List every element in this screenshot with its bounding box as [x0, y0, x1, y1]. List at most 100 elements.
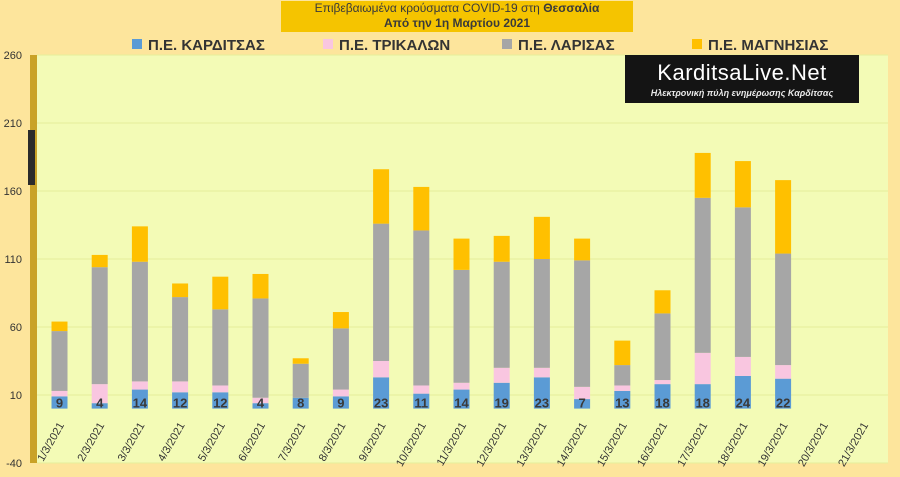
chart-subtitle: Από την 1η Μαρτίου 2021 [383, 16, 531, 30]
bar-segment [775, 378, 792, 409]
bar-segment [453, 238, 470, 270]
bar-segment [614, 385, 631, 391]
y-tick-label: 10 [10, 390, 22, 402]
data-label: 19 [494, 396, 508, 411]
data-label: 18 [655, 396, 669, 411]
chart-legend: Π.Ε. ΚΑΡΔΙΤΣΑΣ Π.Ε. ΤΡΙΚΑΛΩΝ Π.Ε. ΛΑΡΙΣΑ… [0, 37, 900, 55]
bar-segment [453, 382, 470, 390]
bar-segment [694, 152, 711, 198]
data-label: 9 [56, 396, 63, 411]
bar-segment [734, 375, 751, 409]
bar-segment [413, 393, 430, 409]
chart-title: Επιβεβαιωμένα κρούσματα COVID-19 στη Θεσ… [281, 1, 633, 16]
bar-segment [533, 367, 550, 378]
y-tick-label: 210 [4, 118, 22, 130]
bar-segment [694, 197, 711, 353]
bar-segment [172, 392, 189, 409]
legend-item-karditsa: Π.Ε. ΚΑΡΔΙΤΣΑΣ [132, 37, 265, 55]
bar-segment [373, 361, 390, 378]
bar-segment [332, 328, 349, 390]
y-tick-label: -40 [6, 458, 22, 470]
bar-segment [91, 384, 108, 404]
legend-swatch-magnisia [692, 39, 702, 49]
legend-label-magnisia: Π.Ε. ΜΑΓΝΗΣΙΑΣ [708, 37, 829, 54]
bar-segment [533, 259, 550, 368]
bar-segment [574, 238, 591, 261]
legend-swatch-karditsa [132, 39, 142, 49]
bar-segment [51, 321, 68, 332]
data-label: 13 [615, 396, 629, 411]
bar-segment [131, 381, 148, 390]
bar-segment [413, 385, 430, 394]
bar-segment [453, 389, 470, 409]
chart-title-region: Θεσσαλία [543, 1, 600, 15]
bar-segment [413, 186, 430, 231]
bar-segment [493, 382, 510, 409]
bar-segment [252, 397, 269, 404]
bar-segment [91, 254, 108, 268]
bar-segment [574, 386, 591, 400]
bar-segment [131, 261, 148, 382]
data-label: 23 [374, 396, 388, 411]
bar-segment [574, 260, 591, 387]
bar-segment [654, 290, 671, 314]
data-label: 12 [173, 396, 187, 411]
data-label: 7 [578, 396, 585, 411]
bar-segment [172, 297, 189, 382]
data-label: 23 [535, 396, 549, 411]
bar-segment [533, 377, 550, 409]
data-label: 14 [133, 396, 148, 411]
bar-segment [654, 380, 671, 385]
bar-segment [292, 397, 309, 409]
bar-segment [614, 365, 631, 386]
bar-segment [252, 298, 269, 398]
bar-segment [614, 340, 631, 366]
logo-name: KarditsaLive.Net [657, 60, 827, 85]
data-label: 18 [695, 396, 709, 411]
data-label: 8 [297, 396, 304, 411]
data-label: 24 [736, 396, 751, 411]
bar-segment [212, 309, 229, 386]
bar-segment [654, 313, 671, 381]
data-label: 22 [776, 396, 790, 411]
data-label: 12 [213, 396, 227, 411]
karditsalive-logo: KarditsaLive.Net Ηλεκτρονική πύλη ενημέρ… [625, 55, 859, 103]
data-label: 14 [454, 396, 469, 411]
bar-segment [332, 312, 349, 329]
bar-segment [373, 223, 390, 361]
legend-item-magnisia: Π.Ε. ΜΑΓΝΗΣΙΑΣ [692, 37, 828, 55]
bar-segment [533, 216, 550, 259]
bar-segment [131, 226, 148, 262]
chart-title-prefix: Επιβεβαιωμένα κρούσματα COVID-19 στη [314, 1, 544, 15]
data-label: 4 [96, 396, 104, 411]
bar-segment [654, 384, 671, 409]
legend-label-karditsa: Π.Ε. ΚΑΡΔΙΤΣΑΣ [148, 37, 265, 54]
bar-segment [413, 230, 430, 386]
data-label: 11 [414, 396, 428, 411]
legend-item-trikala: Π.Ε. ΤΡΙΚΑΛΩΝ [323, 37, 450, 55]
bar-segment [373, 169, 390, 224]
legend-item-larisa: Π.Ε. ΛΑΡΙΣΑΣ [502, 37, 615, 55]
bar-segment [252, 273, 269, 299]
data-label: 9 [337, 396, 344, 411]
bar-segment [91, 267, 108, 385]
bar-segment [252, 403, 269, 409]
bar-segment [775, 365, 792, 379]
bar-segment [373, 377, 390, 409]
y-axis-band-marker [28, 130, 35, 185]
bar-segment [734, 207, 751, 357]
logo-tagline: Ηλεκτρονική πύλη ενημέρωσης Καρδίτσας [650, 88, 834, 98]
bar-segment [212, 392, 229, 409]
bar-segment [172, 381, 189, 393]
bar-segment [775, 180, 792, 254]
bar-segment [734, 161, 751, 208]
bar-segment [51, 390, 68, 397]
legend-swatch-larisa [502, 39, 512, 49]
bar-segment [332, 396, 349, 409]
legend-label-trikala: Π.Ε. ΤΡΙΚΑΛΩΝ [339, 37, 451, 54]
legend-label-larisa: Π.Ε. ΛΑΡΙΣΑΣ [518, 37, 615, 54]
chart-title-box: Επιβεβαιωμένα κρούσματα COVID-19 στη Θεσ… [281, 1, 633, 32]
bar-segment [292, 358, 309, 364]
bar-segment [493, 261, 510, 368]
